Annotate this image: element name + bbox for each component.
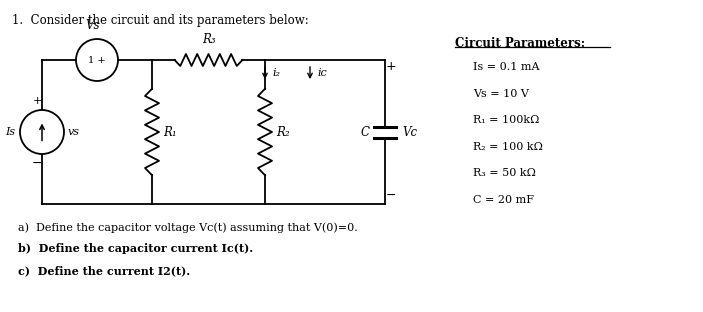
Text: c)  Define the current I2(t).: c) Define the current I2(t). (18, 265, 190, 276)
Text: R₁ = 100kΩ: R₁ = 100kΩ (473, 115, 539, 125)
Text: C: C (361, 125, 370, 139)
Circle shape (76, 39, 118, 81)
Text: Circuit Parameters:: Circuit Parameters: (455, 37, 585, 50)
Text: R₃ = 50 kΩ: R₃ = 50 kΩ (473, 168, 536, 178)
Text: Vc: Vc (402, 125, 417, 139)
Text: Vs: Vs (86, 19, 101, 32)
Text: vs: vs (68, 127, 80, 137)
Text: R₂ = 100 kΩ: R₂ = 100 kΩ (473, 142, 543, 152)
Text: a)  Define the capacitor voltage Vc(t) assuming that V(0)=0.: a) Define the capacitor voltage Vc(t) as… (18, 222, 358, 232)
Text: ic: ic (317, 68, 327, 78)
Text: −: − (32, 157, 42, 169)
Text: Vs = 10 V: Vs = 10 V (473, 89, 529, 99)
Circle shape (20, 110, 64, 154)
Text: C = 20 mF: C = 20 mF (473, 194, 534, 204)
Text: Is: Is (5, 127, 15, 137)
Text: −: − (386, 188, 396, 202)
Text: Is = 0.1 mA: Is = 0.1 mA (473, 62, 539, 72)
Text: R₂: R₂ (276, 125, 290, 139)
Text: +: + (32, 96, 41, 106)
Text: R₃: R₃ (202, 33, 215, 46)
Text: i₂: i₂ (272, 68, 280, 78)
Text: b)  Define the capacitor current Ic(t).: b) Define the capacitor current Ic(t). (18, 243, 253, 255)
Text: 1 +: 1 + (88, 56, 106, 65)
Text: 1.  Consider the circuit and its parameters below:: 1. Consider the circuit and its paramete… (12, 14, 309, 27)
Text: +: + (386, 60, 396, 72)
Text: R₁: R₁ (163, 125, 176, 139)
